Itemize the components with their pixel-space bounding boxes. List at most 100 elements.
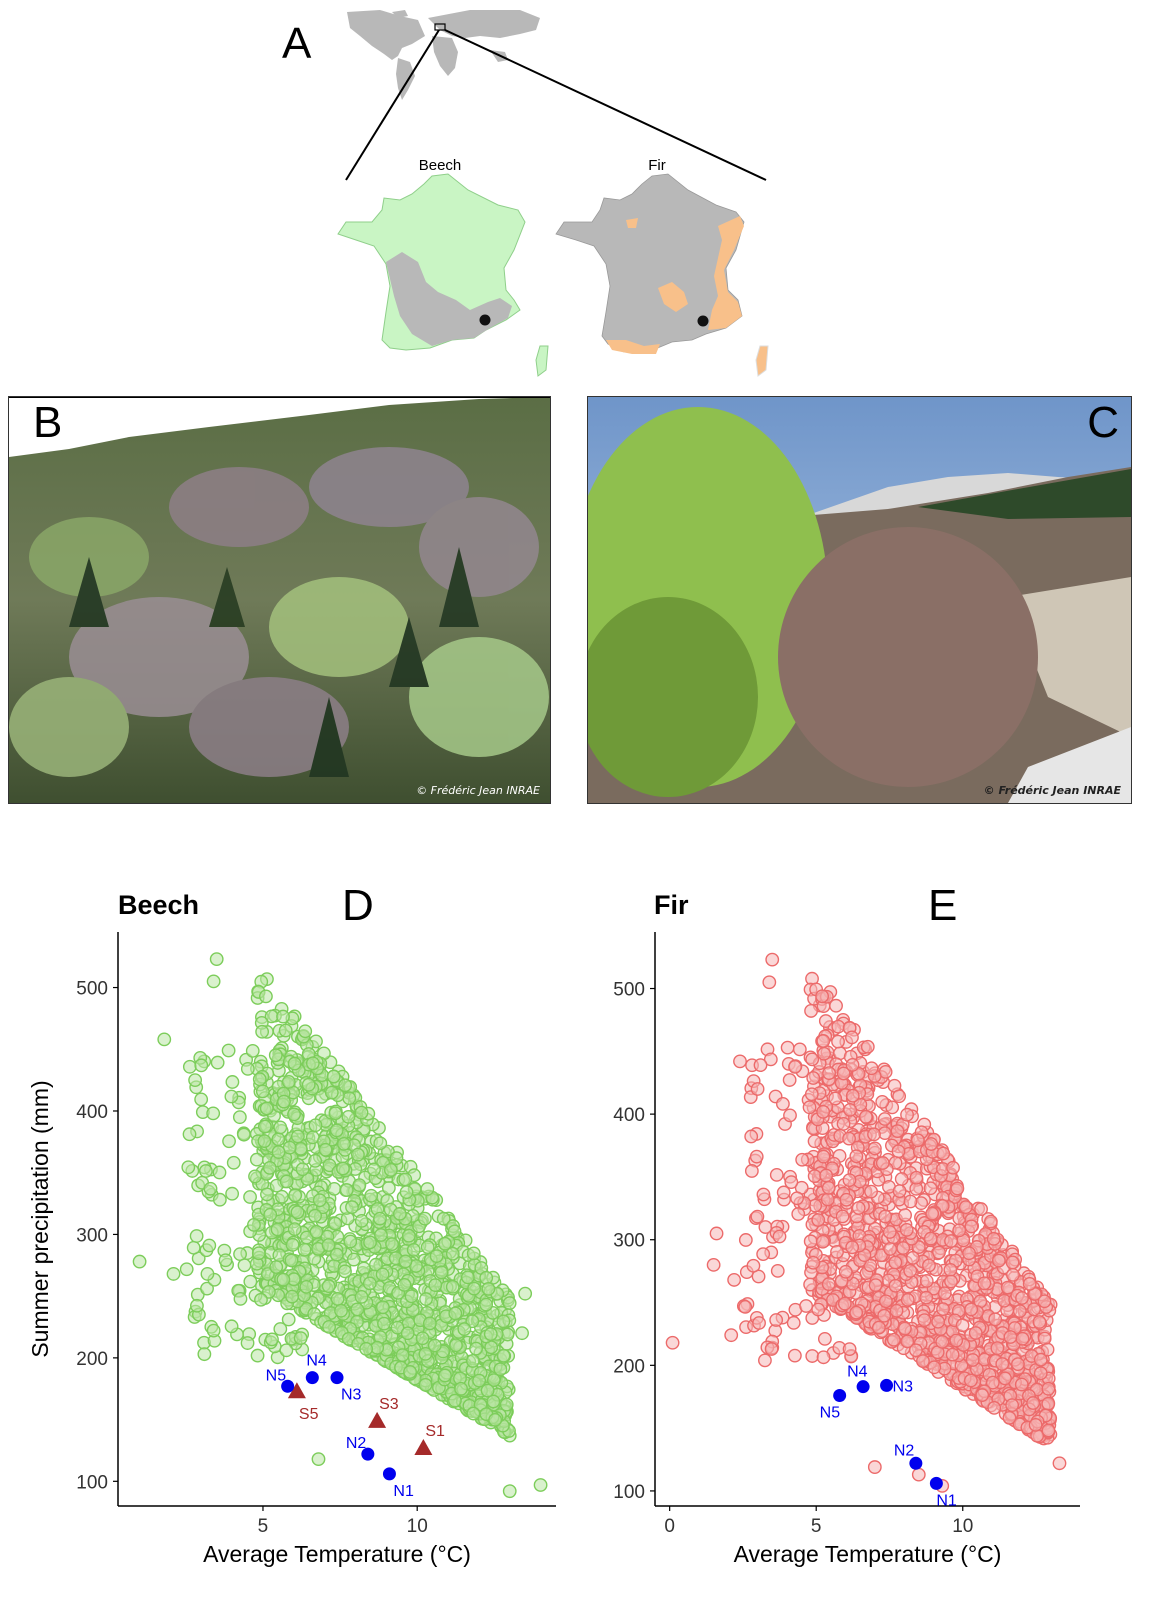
climate-point bbox=[911, 1467, 926, 1482]
climate-point bbox=[935, 1334, 950, 1349]
climate-point bbox=[964, 1302, 979, 1317]
climate-point bbox=[398, 1254, 413, 1269]
climate-point bbox=[817, 1331, 832, 1346]
climate-point bbox=[987, 1400, 1002, 1415]
climate-point bbox=[298, 1024, 313, 1039]
climate-point bbox=[906, 1250, 920, 1265]
climate-point bbox=[744, 1164, 759, 1178]
climate-point bbox=[1033, 1352, 1048, 1367]
climate-point bbox=[867, 1460, 882, 1474]
climate-point bbox=[465, 1354, 480, 1368]
north-site-marker bbox=[305, 1371, 319, 1385]
climate-point bbox=[257, 1119, 272, 1134]
climate-point bbox=[281, 1312, 296, 1327]
climate-point bbox=[299, 1279, 314, 1294]
climate-point bbox=[179, 1262, 194, 1277]
climate-point bbox=[816, 1104, 831, 1119]
climate-point bbox=[983, 1214, 998, 1229]
climate-point bbox=[293, 1331, 308, 1346]
panel-letter-d: D bbox=[342, 881, 374, 930]
climate-point bbox=[816, 1350, 831, 1365]
climate-point bbox=[277, 1094, 291, 1109]
climate-point bbox=[209, 952, 224, 967]
climate-point bbox=[860, 1039, 875, 1054]
climate-point bbox=[346, 1252, 361, 1267]
climate-point bbox=[988, 1312, 1003, 1327]
north-site-marker bbox=[382, 1467, 396, 1481]
climate-point bbox=[309, 1224, 324, 1239]
climate-point bbox=[883, 1242, 898, 1256]
panel-letter-c: C bbox=[1087, 398, 1119, 447]
climate-point bbox=[803, 1234, 818, 1249]
climate-point bbox=[200, 1281, 214, 1296]
climate-point bbox=[285, 1237, 300, 1252]
climate-point bbox=[247, 1217, 261, 1232]
climate-point bbox=[381, 1181, 396, 1195]
climate-point bbox=[925, 1206, 940, 1221]
climate-point bbox=[341, 1109, 356, 1124]
climate-point bbox=[1033, 1366, 1048, 1381]
climate-point bbox=[339, 1183, 354, 1197]
climate-point bbox=[483, 1327, 498, 1341]
climate-point bbox=[919, 1274, 934, 1288]
north-site-marker bbox=[330, 1371, 344, 1385]
y-tick-label: 300 bbox=[613, 1231, 645, 1252]
climate-point bbox=[466, 1246, 481, 1261]
climate-point bbox=[486, 1373, 501, 1388]
climate-point bbox=[240, 1061, 255, 1076]
climate-point bbox=[924, 1137, 939, 1151]
climate-point bbox=[436, 1211, 451, 1226]
climate-point bbox=[259, 989, 273, 1004]
climate-point bbox=[1000, 1280, 1015, 1295]
climate-point bbox=[888, 1255, 903, 1270]
climate-point bbox=[795, 1152, 810, 1167]
climate-point bbox=[1005, 1255, 1020, 1270]
climate-point bbox=[946, 1160, 960, 1175]
climate-point bbox=[830, 1244, 844, 1259]
climate-point bbox=[328, 1106, 343, 1121]
climate-point bbox=[986, 1231, 1001, 1246]
climate-point bbox=[908, 1343, 923, 1358]
climate-point bbox=[278, 1023, 293, 1038]
climate-point bbox=[821, 1277, 836, 1291]
climate-point bbox=[194, 1058, 209, 1073]
climate-point bbox=[868, 1278, 883, 1293]
climate-point bbox=[308, 1153, 323, 1168]
climate-point bbox=[422, 1316, 437, 1331]
climate-point bbox=[200, 1267, 215, 1281]
north-site-marker bbox=[880, 1378, 894, 1392]
climate-point bbox=[245, 1043, 260, 1058]
climate-point bbox=[237, 1127, 251, 1142]
y-tick-label: 100 bbox=[613, 1482, 645, 1503]
climate-point bbox=[822, 1066, 836, 1081]
climate-point bbox=[269, 1260, 284, 1274]
climate-point bbox=[480, 1383, 495, 1398]
climate-point bbox=[900, 1107, 914, 1122]
climate-point bbox=[975, 1388, 990, 1402]
climate-point bbox=[279, 1343, 294, 1358]
climate-point bbox=[157, 1032, 172, 1047]
climate-point bbox=[864, 1184, 878, 1199]
north-site-label: N3 bbox=[893, 1378, 914, 1395]
north-site-label: N4 bbox=[847, 1364, 868, 1381]
y-tick-label: 500 bbox=[76, 979, 108, 1000]
climate-point bbox=[203, 1181, 218, 1196]
climate-point bbox=[842, 1131, 856, 1146]
climate-point bbox=[829, 998, 843, 1013]
climate-point bbox=[949, 1333, 964, 1348]
climate-point bbox=[295, 1162, 310, 1177]
climate-point bbox=[1015, 1331, 1030, 1346]
climate-point bbox=[836, 1066, 851, 1081]
climate-point bbox=[221, 1043, 236, 1058]
climate-point bbox=[363, 1235, 377, 1250]
climate-point bbox=[891, 1144, 906, 1159]
climate-point bbox=[758, 1353, 772, 1368]
climate-point bbox=[466, 1406, 481, 1421]
climate-point bbox=[359, 1341, 374, 1356]
climate-point bbox=[420, 1240, 435, 1255]
climate-point bbox=[805, 1052, 820, 1067]
climate-point bbox=[448, 1393, 462, 1408]
climate-point bbox=[936, 1302, 950, 1317]
climate-point bbox=[276, 1272, 291, 1287]
climate-point bbox=[886, 1332, 901, 1347]
